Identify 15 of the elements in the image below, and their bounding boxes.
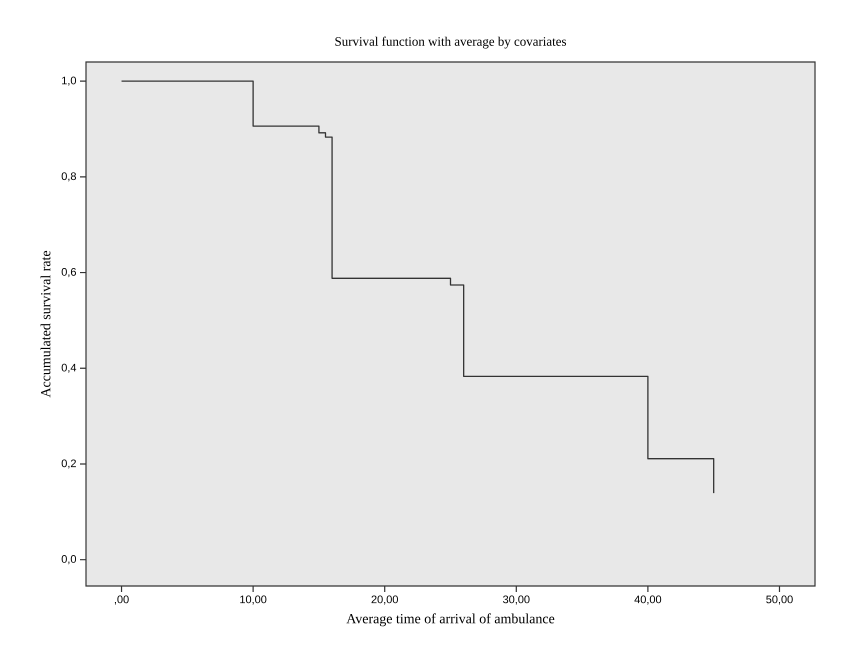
y-axis-title: Accumulated survival rate (40, 250, 50, 398)
y-tick-label: 0,4 (62, 364, 76, 373)
x-tick-label: ,00 (114, 596, 129, 605)
x-tick-label: 50,00 (766, 596, 793, 605)
x-tick-label: 10,00 (240, 596, 266, 605)
x-tick-label: 20,00 (372, 596, 398, 605)
y-tick-label: 0,8 (62, 172, 76, 182)
x-axis-title: Average time of arrival of ambulance (346, 613, 554, 626)
y-tick-label: 1,0 (62, 76, 76, 86)
y-tick-label: 0,2 (62, 459, 76, 468)
chart-title: Survival function with average by covariates (335, 36, 566, 48)
x-tick-label: 30,00 (503, 596, 530, 605)
x-tick-label: 40,00 (634, 596, 662, 605)
y-tick-label: 0,6 (62, 268, 76, 278)
y-tick-label: 0,0 (62, 555, 76, 564)
